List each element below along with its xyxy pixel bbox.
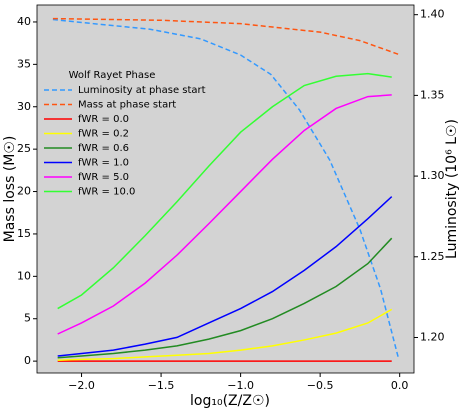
plot-area [36, 4, 415, 374]
series-line [52, 17, 399, 55]
series-line [57, 237, 393, 359]
y2-tick-label: 1.40 [420, 8, 445, 21]
legend-label: Luminosity at phase start [78, 85, 206, 96]
series-line [57, 308, 393, 362]
y-tick-label: 0 [24, 354, 31, 367]
y2-tick-label: 1.35 [420, 88, 445, 101]
legend-label: fWR = 0.2 [78, 129, 129, 140]
x-tick-label: 0.0 [391, 379, 409, 392]
series-line [52, 18, 399, 358]
legend-label: fWR = 5.0 [78, 172, 129, 183]
series-line [57, 94, 392, 335]
legend-label: fWR = 0.6 [78, 143, 129, 154]
y-axis-label: Mass loss (M☉) [2, 136, 18, 243]
y2-tick-label: 1.30 [420, 169, 445, 182]
y-tick-label: 10 [17, 269, 31, 282]
x-tick-label: −0.5 [307, 379, 334, 392]
legend-label: fWR = 1.0 [78, 158, 129, 169]
x-tick-label: −1.5 [148, 379, 175, 392]
y-tick-label: 35 [17, 57, 31, 70]
y-tick-label: 25 [17, 142, 31, 155]
legend-label: fWR = 10.0 [78, 187, 135, 198]
y-tick-label: 30 [17, 100, 31, 113]
y2-tick-label: 1.20 [420, 330, 445, 343]
y-tick-label: 15 [17, 227, 31, 240]
x-axis-label: log₁₀(Z/Z☉) [190, 393, 270, 409]
x-tick-label: −2.0 [68, 379, 95, 392]
y2-tick-label: 1.25 [420, 250, 445, 263]
legend-label: Mass at phase start [78, 100, 176, 111]
x-tick-label: −1.0 [227, 379, 254, 392]
y-tick-label: 20 [17, 185, 31, 198]
legend-title: Wolf Rayet Phase [69, 70, 156, 81]
legend-label: fWR = 0.0 [78, 114, 129, 125]
y-tick-label: 40 [17, 15, 31, 28]
y-tick-label: 5 [24, 312, 31, 325]
series-line [57, 196, 393, 357]
series-line [57, 72, 392, 310]
y2-axis-label: Luminosity (10⁶ L☉) [444, 119, 460, 259]
